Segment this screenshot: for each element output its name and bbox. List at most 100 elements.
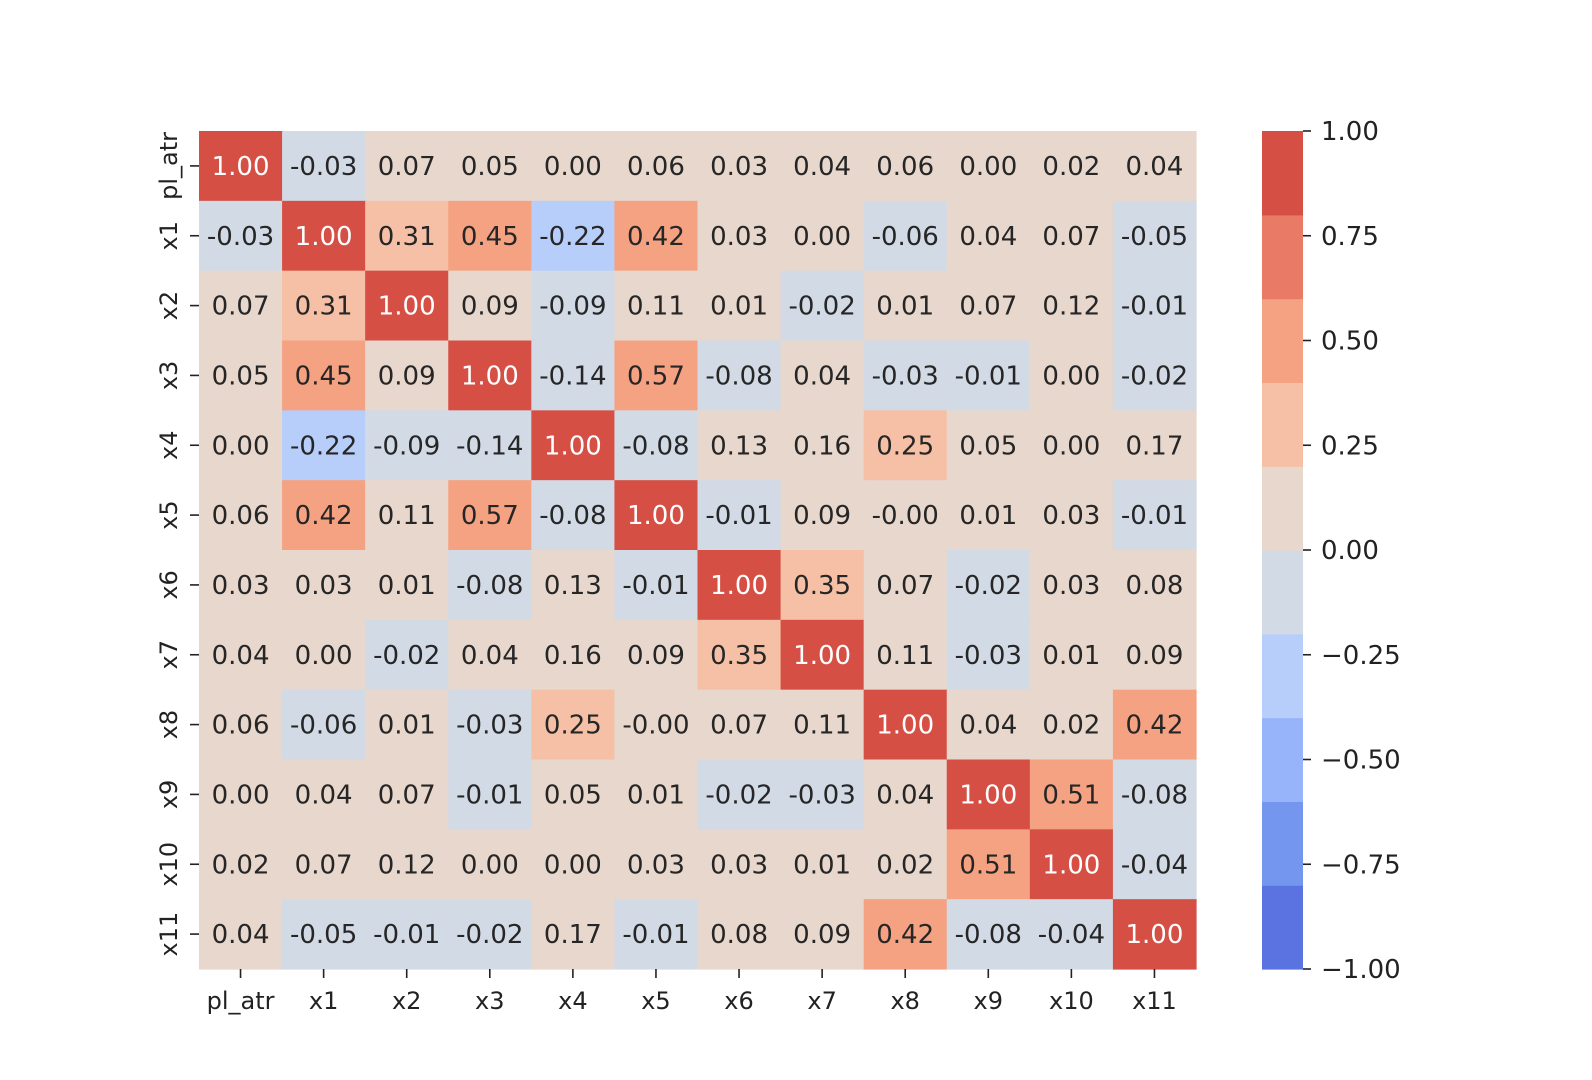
cell-x6-x5 [614,550,699,621]
cell-label: -0.22 [290,431,357,461]
cell-x8-x11 [1112,689,1197,761]
cell-label: 0.17 [1126,431,1184,461]
cell-x5-x2 [365,480,449,551]
cell-label: -0.01 [705,501,772,531]
cell-x8-x5 [614,689,699,761]
cell-label: 0.00 [295,641,353,671]
cell-label: 0.04 [959,711,1017,741]
cell-x10-x11 [1112,829,1197,900]
cell-x11-x3 [448,899,532,970]
cell-x2-x2 [365,270,449,342]
x-tick-label-x11: x11 [1132,987,1177,1015]
heatmap-cells: 1.00 -0.03 0.07 0.05 0.00 0.06 0.03 0.04 0.06 0.0… [199,131,1197,970]
cell-x3-x1 [282,340,366,411]
cell-x7-x4 [531,619,616,691]
cell-label: 0.06 [212,501,270,531]
cell-label: 0.04 [295,780,353,810]
cell-label: 1.00 [378,292,436,322]
colorbar-bin [1262,885,1303,970]
cell-x7-x7 [780,619,865,691]
cell-x6-x8 [863,550,948,621]
cell-x5-x3 [448,480,532,551]
cell-x9-x9 [946,759,1031,830]
cell-label: 0.03 [212,571,270,601]
cell-label: 0.08 [1126,571,1184,601]
cell-x6-x7 [780,550,865,621]
cell-label: -0.03 [456,711,523,741]
cell-label: 0.13 [544,571,602,601]
cell-label: 1.00 [295,222,353,252]
cell-x6-x4 [531,550,616,621]
cell-label: -0.03 [872,361,939,391]
cell-x4-pl-atr [199,410,283,481]
cell-label: 0.04 [461,641,519,671]
cell-x1-x2 [365,200,449,272]
cell-x11-x7 [780,899,865,970]
cell-x6-x6 [697,550,782,621]
cell-label: 0.06 [876,152,934,182]
cell-x1-x7 [780,200,865,272]
cell-x10-x4 [531,829,616,900]
cell-label: 0.05 [544,780,602,810]
cell-x2-x1 [282,270,366,342]
cell-label: -0.01 [1121,501,1188,531]
cell-label: 0.05 [959,431,1017,461]
cell-label: -0.03 [207,222,274,252]
cell-x8-x1 [282,689,366,761]
cell-x10-x9 [946,829,1031,900]
cell-label: -0.08 [539,501,606,531]
cell-x5-x6 [697,480,782,551]
cell-x3-x5 [614,340,699,411]
cell-label: 0.57 [627,361,685,391]
colorbar-bin [1262,717,1303,802]
cell-x2-x4 [531,270,616,342]
cell-label: 0.01 [959,501,1017,531]
cell-label: -0.06 [290,711,357,741]
cell-x1-x3 [448,200,532,272]
cell-x10-x1 [282,829,366,900]
cell-x2-x7 [780,270,865,342]
cell-x1-x8 [863,200,948,272]
cell-pl-atr-x7 [780,131,865,202]
cell-label: 0.04 [212,641,270,671]
cell-x11-x9 [946,899,1031,970]
cell-label: -0.09 [373,431,440,461]
cell-label: 0.01 [710,292,768,322]
cell-x7-x3 [448,619,532,691]
cell-x9-x8 [863,759,948,830]
cell-label: 0.45 [461,222,519,252]
cell-label: -0.05 [1121,222,1188,252]
cell-label: -0.04 [1121,850,1188,880]
cell-label: 0.31 [378,222,436,252]
cell-label: -0.02 [456,920,523,950]
cell-label: -0.01 [1121,292,1188,322]
cell-label: 0.09 [793,501,851,531]
cell-x4-x3 [448,410,532,481]
cell-label: 1.00 [876,711,934,741]
cell-x10-x3 [448,829,532,900]
cell-x5-pl-atr [199,480,283,551]
cell-label: -0.14 [539,361,606,391]
cell-x6-x2 [365,550,449,621]
cell-x11-x2 [365,899,449,970]
cell-label: 0.45 [295,361,353,391]
cell-label: 1.00 [710,571,768,601]
cell-x3-x4 [531,340,616,411]
cell-label: 0.51 [959,850,1017,880]
cell-pl-atr-x5 [614,131,699,202]
cell-x5-x5 [614,480,699,551]
cell-label: -0.02 [955,571,1022,601]
cell-label: -0.09 [539,292,606,322]
cell-label: 0.07 [295,850,353,880]
cell-label: 0.01 [378,711,436,741]
cell-x9-x6 [697,759,782,830]
x-tick-label-x1: x1 [309,987,338,1015]
x-tick-label-x7: x7 [807,987,836,1015]
cell-label: -0.08 [705,361,772,391]
cell-x10-x5 [614,829,699,900]
cell-label: -0.08 [456,571,523,601]
cell-label: 0.00 [793,222,851,252]
cell-x2-pl-atr [199,270,283,342]
cell-label: 0.03 [1042,501,1100,531]
cell-x6-x10 [1029,550,1114,621]
